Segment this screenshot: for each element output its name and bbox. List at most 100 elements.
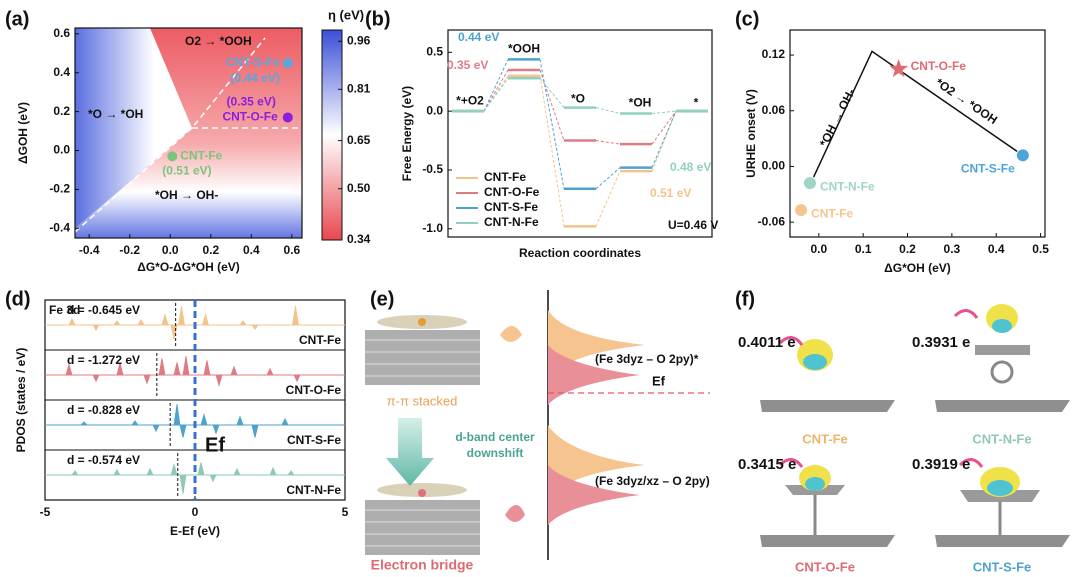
e-top-label: π-π stacked [387,393,458,408]
x-tick-label: -0.4 [79,243,100,257]
x-axis-label: ΔG*OH (eV) [884,261,951,275]
e-lower-state: (Fe 3dyz/xz – O 2py) [595,474,710,488]
annotation: *OH → OH- [817,86,858,149]
y-axis-label: URHE onset (V) [744,89,758,178]
y-axis-label: ΔGOH (eV) [16,102,30,164]
f-name: CNT-S-Fe [973,559,1032,574]
y-tick-label: 0.2 [53,104,70,118]
panel-e-art [365,290,710,560]
panel-label: (a) [5,8,29,30]
legend-label: CNT-Fe [484,170,526,184]
dos-peak [116,362,124,376]
dos-peak [212,424,220,435]
e-fermi: Ef [652,373,666,388]
dos-peak [80,421,88,426]
f-charge: 0.4011 e [738,334,796,351]
colorbar-tick-label: 0.50 [347,181,371,195]
x-tick-label: 0.4 [988,242,1005,256]
y-tick-label: -0.06 [758,214,786,228]
dos-peak [161,313,169,326]
annotation: *O2 → *OOH [933,76,1000,128]
dos-peak [173,403,181,426]
point-label: CNT-S-Fe [961,161,1015,175]
point-label: CNT-S-Fe [226,55,280,69]
dos-peak [292,306,299,326]
x-axis-label: Reaction coordinates [519,246,641,260]
dos-peak [131,420,139,426]
y-tick-label: -0.2 [49,182,70,196]
point-label: CNT-N-Fe [820,179,875,193]
y-tick-label: 0.06 [762,103,786,117]
dos-peak [197,462,205,476]
f-charge: 0.3415 e [738,456,796,473]
plot-frame [447,29,713,238]
level-connector [539,77,565,108]
f-name: CNT-O-Fe [795,559,855,574]
level-connector [483,59,509,112]
dos-peak [179,424,187,438]
annotation: U=0.46 V [668,218,718,232]
y-axis-label: Free Energy (eV) [400,86,414,181]
point-value-label: (0.35 eV) [226,95,275,109]
y-axis-label: PDOS (states / eV) [14,348,28,453]
dos-peak [170,463,178,476]
panel-label: (f) [735,288,755,310]
annotation: O2 → *OOH [185,34,252,48]
series-label: CNT-N-Fe [286,483,341,497]
point-label: CNT-O-Fe [911,59,967,73]
dos-peak [170,324,178,340]
dos-peak [92,324,100,332]
point [167,151,178,162]
x-tick-label: 0.3 [944,242,961,256]
x-tick-label: -0.2 [119,243,140,257]
level-connector [651,110,677,172]
annotation: 0.35 eV [447,58,488,72]
level-connector [483,77,509,112]
y-tick-label: -0.4 [49,220,70,234]
y-tick-label: 0.5 [426,45,443,59]
y-tick-label: -1.0 [422,221,443,235]
dos-peak [71,470,79,476]
annotation: 0.51 eV [650,186,691,200]
series-label: CNT-Fe [299,333,341,347]
dos-peak [143,374,151,385]
level-connector [595,167,621,190]
panel-label: (b) [365,8,391,30]
dos-peak [178,306,185,326]
level-connector [539,59,565,189]
annotation: *OH → OH- [155,188,218,202]
series-label: CNT-O-Fe [286,383,342,397]
point-value-label: (0.51 eV) [162,164,211,178]
plot-frame [789,29,1046,238]
state-label: *+O2 [456,93,484,107]
x-tick-label: 5 [342,505,349,519]
legend-label: CNT-N-Fe [484,215,539,229]
x-axis-label: ΔG*O-ΔG*OH (eV) [137,260,240,274]
dos-peak [203,360,211,376]
level-connector [483,69,509,112]
f-name: CNT-N-Fe [972,431,1031,446]
e-arrow-label: d-band center [455,430,535,444]
state-label: *OH [629,95,652,109]
x-tick-label: 0.5 [1032,242,1049,256]
state-label: * [694,95,699,109]
series-label: CNT-S-Fe [287,433,341,447]
annotation: *O → *OH [88,107,143,121]
x-axis-label: E-Ef (eV) [170,524,220,538]
annotation: 0.48 eV [670,160,711,174]
d-band-label: d = -0.828 eV [67,403,140,417]
dos-peak [182,356,190,376]
e-bottom-label: Electron bridge [371,557,474,573]
dos-peak [146,467,154,476]
colorbar-title: η (eV) [328,7,364,22]
colorbar-tick-label: 0.81 [347,81,371,95]
dos-peak [179,474,187,494]
x-tick-label: 0.0 [810,242,827,256]
dos-peak [251,324,259,330]
x-tick-label: 0.2 [899,242,916,256]
dos-peak [266,367,274,376]
level-connector [651,110,677,145]
dos-peak [173,362,181,376]
fermi-label: Ef [205,434,225,456]
dos-peak [209,474,217,483]
